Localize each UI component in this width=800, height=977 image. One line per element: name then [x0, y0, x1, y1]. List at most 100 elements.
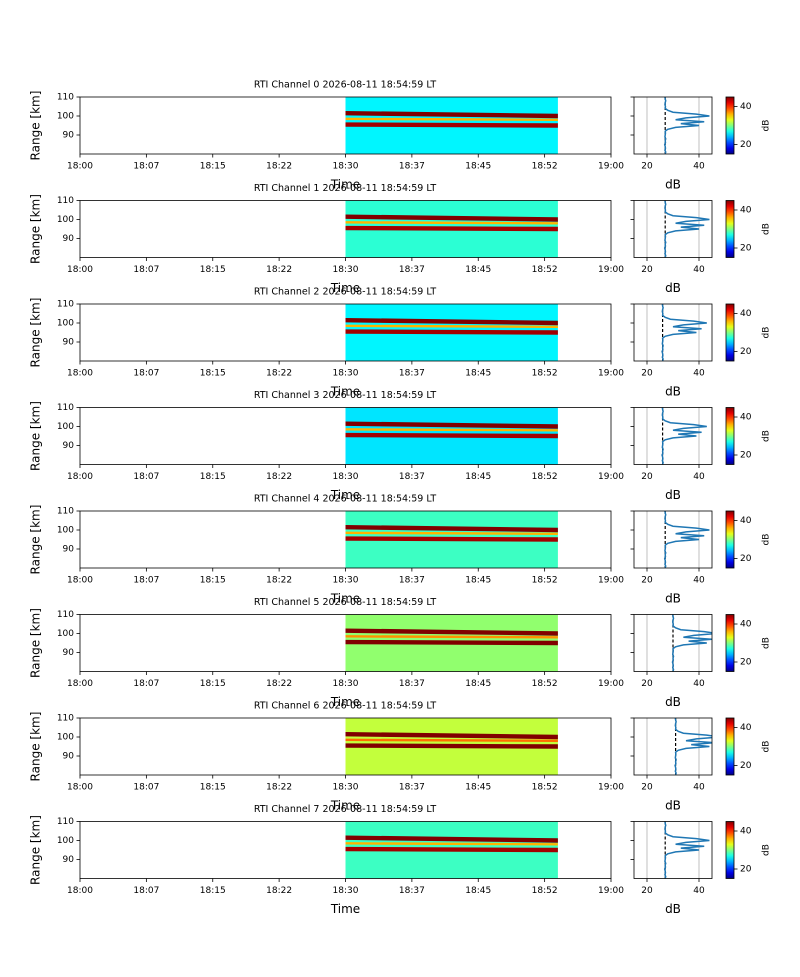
x-tick-label: 40 — [693, 265, 705, 275]
x-tick-label: 18:22 — [266, 783, 292, 793]
x-tick-label: 40 — [693, 369, 705, 379]
x-axis-label: Time — [330, 178, 360, 192]
x-tick-label: 40 — [693, 162, 705, 172]
heatmap — [345, 304, 558, 361]
y-axis-label: Range [km] — [29, 91, 43, 161]
axes-frame — [633, 303, 713, 362]
x-tick-label: 20 — [641, 783, 653, 793]
colorbar — [725, 614, 735, 672]
axes-frame — [633, 614, 713, 672]
x-tick-label: 18:45 — [465, 369, 491, 379]
x-tick-label: 20 — [641, 576, 653, 586]
x-tick-label: 18:15 — [200, 783, 226, 793]
profile — [671, 614, 712, 672]
x-tick-label: 40 — [693, 783, 705, 793]
x-tick-label: 18:15 — [200, 886, 226, 896]
colorbar-tick-label: 40 — [740, 516, 752, 526]
panel-title: RTI Channel 7 2026-08-11 18:54:59 LT — [254, 804, 437, 815]
x-tick-label: 18:07 — [133, 369, 159, 379]
y-tick-label: 90 — [63, 441, 75, 451]
x-tick-label: 18:45 — [465, 265, 491, 275]
x-tick-label: 18:37 — [399, 783, 425, 793]
colorbar-label: dB — [762, 223, 772, 235]
colorbar-tick-label: 40 — [740, 827, 752, 837]
x-axis-label: Time — [330, 902, 360, 916]
x-tick-label: 18:37 — [399, 265, 425, 275]
x-tick-label: 18:07 — [133, 679, 159, 689]
heatmap — [345, 821, 558, 879]
y-axis-label: Range [km] — [29, 401, 43, 471]
x-axis-label: dB — [665, 695, 681, 709]
x-tick-label: 20 — [641, 369, 653, 379]
profile-line — [674, 718, 712, 775]
x-tick-label: 18:30 — [333, 886, 359, 896]
colorbar — [725, 96, 735, 155]
x-tick-label: 18:22 — [266, 886, 292, 896]
profile-line — [663, 97, 710, 154]
heatmap — [345, 97, 558, 154]
x-tick-label: 18:00 — [67, 472, 93, 482]
x-tick-label: 18:45 — [465, 472, 491, 482]
y-tick-label: 100 — [57, 422, 74, 432]
colorbar-tick-label: 20 — [740, 554, 752, 564]
y-tick-label: 100 — [57, 733, 74, 743]
profile — [663, 821, 710, 879]
panel-title: RTI Channel 2 2026-08-11 18:54:59 LT — [254, 287, 437, 298]
heatmap-layer — [345, 221, 558, 225]
colorbar-label: dB — [762, 741, 772, 753]
x-axis-label: Time — [330, 281, 360, 295]
colorbar-label: dB — [762, 534, 772, 546]
x-tick-label: 18:15 — [200, 576, 226, 586]
profile — [663, 97, 710, 154]
x-tick-label: 18:30 — [333, 576, 359, 586]
x-tick-label: 19:00 — [598, 576, 624, 586]
x-axis-label: Time — [330, 488, 360, 502]
x-tick-label: 18:37 — [399, 369, 425, 379]
x-tick-label: 19:00 — [598, 162, 624, 172]
y-axis-label: Range [km] — [29, 608, 43, 678]
profile-line — [671, 614, 712, 672]
colorbar-label: dB — [762, 844, 772, 856]
y-tick-label: 90 — [63, 234, 75, 244]
axes-frame — [633, 510, 713, 569]
x-tick-label: 40 — [693, 472, 705, 482]
colorbar-tick-label: 40 — [740, 206, 752, 216]
x-tick-label: 18:00 — [67, 886, 93, 896]
colorbar — [725, 407, 735, 465]
heatmap — [345, 718, 558, 775]
profile-line — [663, 200, 710, 258]
heatmap-layer — [345, 842, 558, 846]
panel-title: RTI Channel 0 2026-08-11 18:54:59 LT — [254, 80, 437, 91]
x-tick-label: 18:00 — [67, 369, 93, 379]
heatmap-layer — [345, 639, 558, 646]
y-axis-label: Range [km] — [29, 815, 43, 885]
x-axis-label: Time — [330, 799, 360, 813]
heatmap — [345, 511, 558, 568]
x-tick-label: 20 — [641, 472, 653, 482]
heatmap-layer — [345, 835, 558, 843]
x-axis-label: dB — [665, 902, 681, 916]
x-tick-label: 18:45 — [465, 679, 491, 689]
x-tick-label: 18:52 — [532, 576, 558, 586]
x-tick-label: 18:00 — [67, 679, 93, 689]
y-axis-label: Range [km] — [29, 505, 43, 575]
x-tick-label: 18:15 — [200, 265, 226, 275]
x-tick-label: 18:07 — [133, 265, 159, 275]
y-tick-label: 100 — [57, 319, 74, 329]
x-tick-label: 18:00 — [67, 162, 93, 172]
heatmap-layer — [345, 117, 558, 121]
x-tick-label: 18:52 — [532, 886, 558, 896]
x-tick-label: 18:37 — [399, 472, 425, 482]
x-tick-label: 18:22 — [266, 162, 292, 172]
x-tick-label: 20 — [641, 679, 653, 689]
x-tick-label: 18:00 — [67, 576, 93, 586]
profile — [663, 200, 710, 258]
heatmap-layer — [345, 738, 558, 742]
x-tick-label: 18:22 — [266, 472, 292, 482]
x-tick-label: 18:52 — [532, 369, 558, 379]
colorbar-tick-label: 20 — [740, 865, 752, 875]
colorbar — [725, 821, 735, 879]
heatmap — [345, 407, 558, 465]
x-tick-label: 18:22 — [266, 576, 292, 586]
